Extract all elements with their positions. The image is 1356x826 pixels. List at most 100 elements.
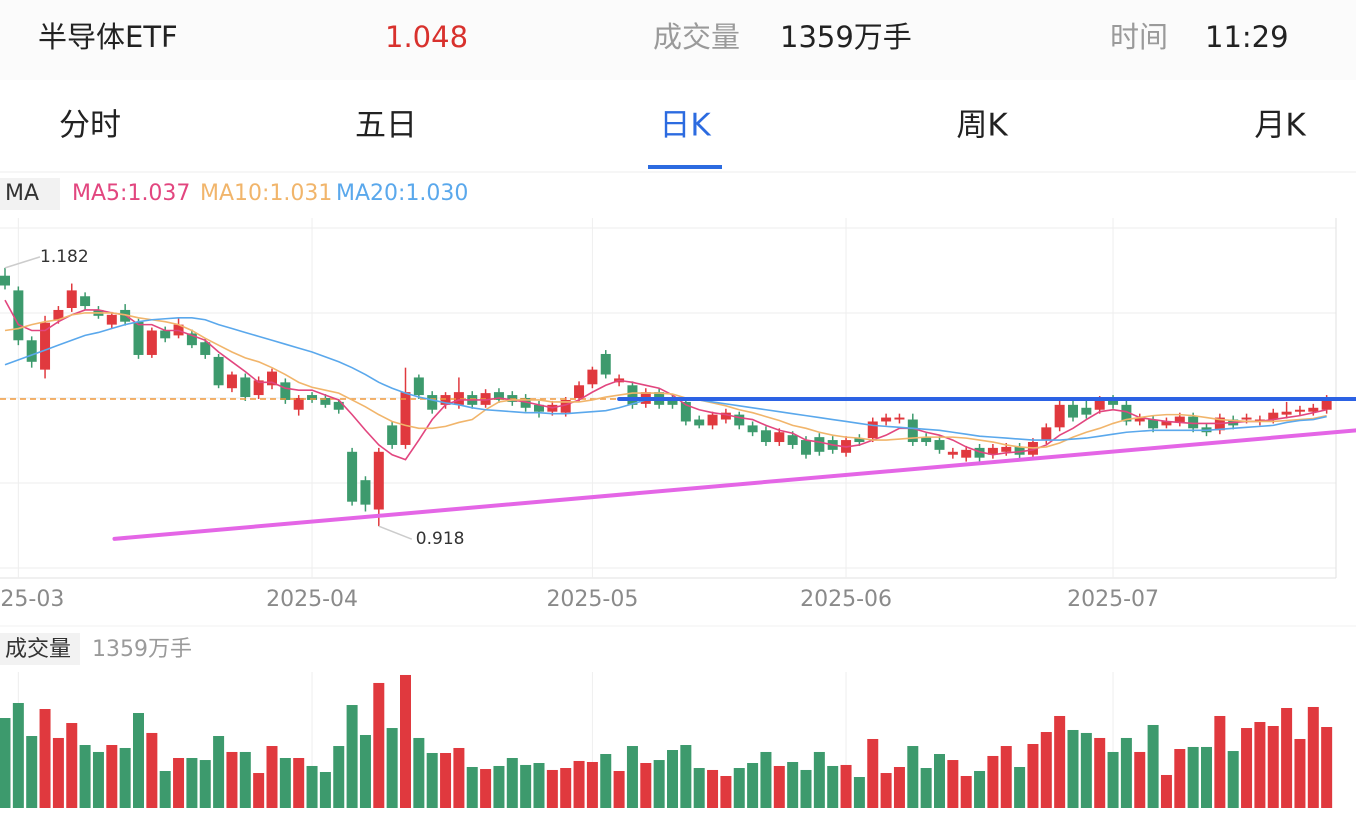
candle-body bbox=[1254, 419, 1265, 422]
volume-bar bbox=[359, 734, 371, 808]
volume-bar bbox=[640, 763, 652, 808]
volume-bar bbox=[813, 751, 825, 808]
volume-bar bbox=[1054, 715, 1066, 808]
candle-body bbox=[453, 392, 464, 405]
volume-bar bbox=[880, 773, 892, 808]
candle-body bbox=[1041, 427, 1052, 441]
candle-body bbox=[534, 404, 544, 412]
candle-body bbox=[200, 342, 211, 355]
candle-body bbox=[280, 382, 291, 400]
tab[interactable]: 分时 bbox=[59, 108, 121, 144]
volume-bar bbox=[1201, 746, 1212, 808]
tab[interactable]: 五日 bbox=[355, 108, 417, 144]
volume-bar bbox=[1241, 728, 1253, 808]
candle-body bbox=[253, 380, 264, 396]
volume-title: 成交量 bbox=[5, 637, 71, 662]
candle-body bbox=[734, 414, 745, 426]
candle-body bbox=[1148, 419, 1159, 429]
volume-bar bbox=[493, 765, 505, 808]
volume-bar bbox=[1120, 737, 1132, 808]
candle-body bbox=[146, 330, 157, 355]
volume-bar bbox=[12, 702, 24, 808]
volume-bar bbox=[1294, 738, 1306, 808]
volume-bar bbox=[213, 736, 225, 808]
tab[interactable]: 日K bbox=[659, 108, 711, 144]
candle-body bbox=[1188, 416, 1199, 429]
candle-body bbox=[1294, 409, 1305, 412]
volume-bar bbox=[79, 745, 91, 808]
time-label: 时间 bbox=[1110, 20, 1168, 54]
plot: 2025-03 2025-04 2025-05 2025-06 2025-07 1.182… bbox=[0, 218, 1356, 808]
tab[interactable]: 月K bbox=[1254, 108, 1306, 144]
candle-body bbox=[13, 290, 24, 341]
volume-bar bbox=[346, 705, 358, 808]
candle-body bbox=[854, 438, 865, 443]
candle-body bbox=[1001, 446, 1012, 452]
candle-body bbox=[267, 371, 277, 386]
volume-bar bbox=[413, 737, 425, 808]
candle-body bbox=[66, 290, 77, 308]
volume-bar bbox=[867, 738, 879, 808]
candle-body bbox=[1321, 398, 1332, 410]
volume-bar bbox=[293, 757, 305, 808]
etf-name: 半导体ETF bbox=[38, 20, 178, 54]
x-tick-label: 2025-06 bbox=[800, 587, 892, 612]
candle-body bbox=[1081, 407, 1092, 415]
volume-bar bbox=[853, 777, 865, 808]
legend-entry: MA10:1.031 bbox=[200, 181, 332, 206]
volume-bar bbox=[186, 757, 198, 808]
candle-body bbox=[574, 385, 585, 398]
volume-value: 1359万手 bbox=[780, 20, 912, 54]
candle-body bbox=[814, 437, 825, 452]
x-tick-label: 2025-07 bbox=[1067, 587, 1159, 612]
volume-bar bbox=[1014, 766, 1026, 808]
legend-entry: MA5:1.037 bbox=[72, 181, 190, 206]
volume-bar bbox=[1107, 751, 1119, 808]
volume-bar bbox=[747, 763, 759, 808]
candle-body bbox=[600, 353, 611, 375]
volume-bar bbox=[626, 746, 638, 808]
candle-body bbox=[787, 435, 798, 445]
ma-line bbox=[4, 312, 1327, 449]
volume-bar bbox=[1174, 748, 1186, 808]
candle-body bbox=[1121, 404, 1132, 422]
volume-bar bbox=[560, 768, 572, 808]
volume-bar bbox=[533, 763, 545, 808]
volume-bar bbox=[1067, 729, 1079, 808]
candle-body bbox=[894, 417, 905, 420]
volume-bar bbox=[920, 768, 932, 808]
volume-bar bbox=[800, 769, 812, 808]
volume-bar bbox=[106, 745, 118, 808]
candle-body bbox=[947, 451, 958, 455]
candle-body bbox=[907, 419, 918, 443]
volume-bar bbox=[266, 746, 278, 808]
tab[interactable]: 周K bbox=[956, 108, 1008, 144]
volume-bar bbox=[1134, 751, 1146, 808]
volume-bar bbox=[907, 746, 919, 808]
volume-bar bbox=[26, 736, 38, 808]
volume-bar bbox=[306, 765, 318, 808]
candle-body bbox=[427, 395, 438, 410]
candle-body bbox=[1014, 446, 1025, 455]
tab-bar: 分时 五日 日K 周K 月K bbox=[59, 108, 1306, 169]
candle-body bbox=[387, 425, 398, 445]
volume-bar bbox=[386, 728, 398, 808]
volume-bar bbox=[119, 747, 131, 808]
volume-bar bbox=[760, 751, 772, 808]
candle-body bbox=[106, 314, 117, 325]
candle-body bbox=[1241, 417, 1252, 420]
candle-body bbox=[40, 322, 51, 370]
annotation-leader bbox=[4, 256, 41, 269]
candle-body bbox=[560, 399, 571, 413]
volume-bar bbox=[1027, 743, 1039, 808]
ma-line bbox=[4, 316, 1327, 441]
volume-bar bbox=[66, 723, 78, 808]
candle-body bbox=[240, 377, 251, 398]
candle-body bbox=[667, 398, 678, 405]
candle-body bbox=[987, 447, 998, 455]
volume-bar bbox=[226, 751, 238, 808]
candle-body bbox=[186, 333, 197, 346]
volume-bar bbox=[1040, 732, 1052, 808]
candle-body bbox=[720, 412, 731, 420]
ma-line bbox=[4, 299, 1327, 461]
